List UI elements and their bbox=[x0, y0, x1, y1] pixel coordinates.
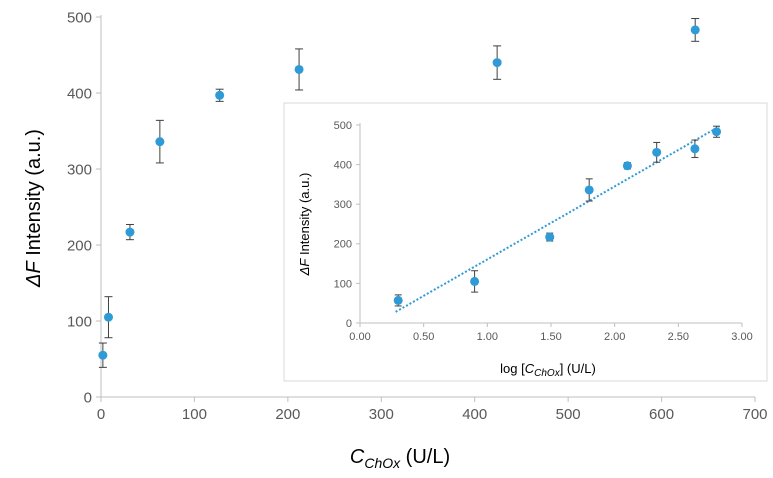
inset-marker bbox=[584, 185, 594, 195]
inset-data-point bbox=[690, 139, 700, 158]
inset-data-point bbox=[652, 141, 662, 163]
inset-marker bbox=[393, 295, 403, 305]
main-data-point bbox=[103, 296, 113, 339]
main-y-tick-labels: 0 100 200 300 400 500 bbox=[67, 9, 92, 406]
inset-data-points bbox=[393, 125, 722, 307]
main-x-tick-label: 300 bbox=[369, 406, 394, 423]
inset-y-tick-labels: 0 100 200 300 400 500 bbox=[334, 120, 352, 330]
inset-data-point bbox=[622, 161, 632, 171]
main-y-tick-label: 500 bbox=[67, 9, 92, 26]
main-y-tick-label: 300 bbox=[67, 161, 92, 178]
main-y-tick-label: 0 bbox=[84, 389, 92, 406]
main-x-tick-label: 200 bbox=[275, 406, 300, 423]
inset-x-tick-label: 1.50 bbox=[540, 331, 561, 343]
inset-y-axis-label: ΔF Intensity (a.u.) bbox=[297, 173, 312, 277]
inset-data-point bbox=[470, 270, 480, 293]
inset-chart: 0 100 200 300 400 500 0.00 0.50 1.00 1.50 2.00 2.5… bbox=[283, 102, 768, 382]
main-data-point bbox=[492, 45, 502, 80]
inset-x-tick-label: 2.00 bbox=[604, 331, 625, 343]
inset-marker bbox=[652, 147, 662, 157]
inset-data-point bbox=[545, 232, 555, 242]
main-x-tick-label: 500 bbox=[556, 406, 581, 423]
inset-y-tick-label: 400 bbox=[334, 159, 352, 171]
main-data-point bbox=[98, 342, 108, 368]
inset-x-tick-label: 0.00 bbox=[349, 331, 370, 343]
main-data-point bbox=[155, 119, 165, 164]
inset-y-tick-label: 300 bbox=[334, 199, 352, 211]
main-x-tick-label: 400 bbox=[462, 406, 487, 423]
main-y-tick-label: 200 bbox=[67, 237, 92, 254]
main-y-axis-label: ΔF Intensity (a.u.) bbox=[23, 129, 45, 288]
main-y-tick-label: 100 bbox=[67, 313, 92, 330]
inset-x-tick-label: 1.00 bbox=[477, 331, 498, 343]
main-data-point bbox=[215, 88, 225, 102]
inset-data-point bbox=[393, 294, 403, 307]
inset-y-tick-label: 200 bbox=[334, 239, 352, 251]
inset-x-tick-label: 3.00 bbox=[731, 331, 752, 343]
main-data-points bbox=[98, 18, 700, 368]
main-data-point bbox=[294, 48, 304, 91]
main-axes bbox=[96, 15, 756, 402]
main-marker bbox=[103, 312, 113, 322]
main-x-tick-label: 0 bbox=[97, 406, 105, 423]
main-marker bbox=[98, 350, 108, 360]
inset-data-point bbox=[584, 178, 594, 202]
main-y-tick-label: 400 bbox=[67, 85, 92, 102]
inset-marker bbox=[545, 232, 555, 242]
inset-frame bbox=[283, 102, 768, 382]
main-x-tick-label: 100 bbox=[182, 406, 207, 423]
inset-marker bbox=[690, 144, 700, 154]
inset-marker bbox=[470, 276, 480, 286]
inset-y-tick-label: 100 bbox=[334, 278, 352, 290]
inset-x-axis-label: log [CChOx] (U/L) bbox=[500, 361, 596, 379]
inset-y-tick-label: 0 bbox=[346, 318, 352, 330]
inset-marker bbox=[622, 161, 632, 171]
inset-marker bbox=[712, 127, 722, 137]
inset-data-point bbox=[712, 125, 722, 138]
inset-y-tick-label: 500 bbox=[334, 120, 352, 132]
main-marker bbox=[492, 58, 502, 68]
inset-x-tick-labels: 0.00 0.50 1.00 1.50 2.00 2.50 3.00 bbox=[349, 331, 752, 343]
main-marker bbox=[215, 90, 225, 100]
main-data-point bbox=[690, 18, 700, 42]
inset-axes bbox=[356, 123, 743, 327]
main-x-tick-label: 700 bbox=[742, 406, 767, 423]
inset-x-tick-label: 2.50 bbox=[668, 331, 689, 343]
main-marker bbox=[294, 64, 304, 74]
main-x-tick-labels: 0 100 200 300 400 500 600 700 bbox=[97, 406, 768, 423]
main-x-tick-label: 600 bbox=[649, 406, 674, 423]
main-marker bbox=[125, 227, 135, 237]
main-x-axis-label: CChOx (U/L) bbox=[350, 446, 450, 471]
main-marker bbox=[155, 137, 165, 147]
main-data-point bbox=[125, 223, 135, 241]
main-marker bbox=[690, 25, 700, 35]
inset-x-tick-label: 0.50 bbox=[413, 331, 434, 343]
